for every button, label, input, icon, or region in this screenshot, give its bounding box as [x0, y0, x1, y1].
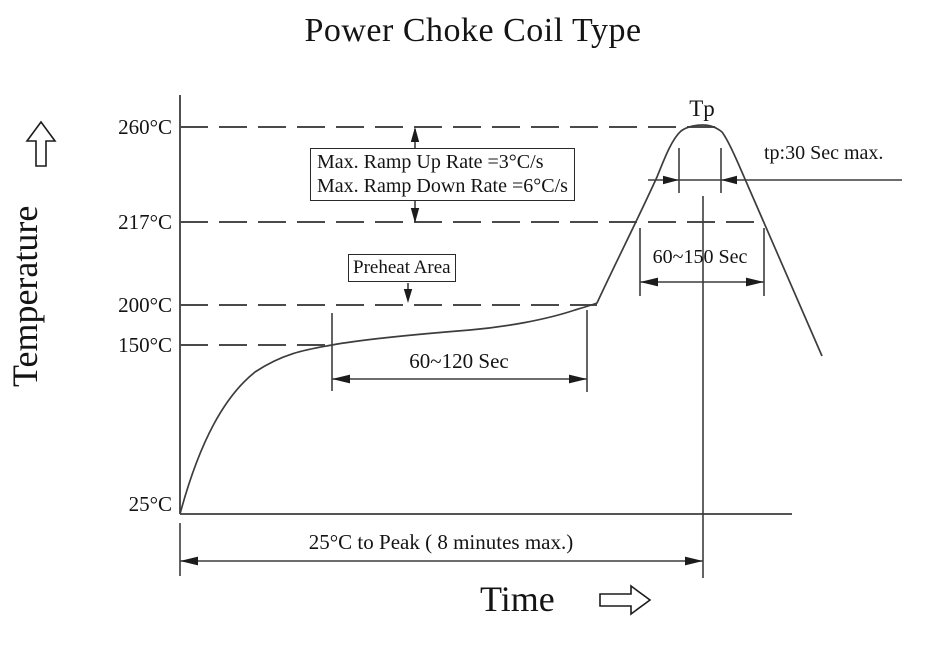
temperature-curve [179, 124, 823, 515]
peak-label: Tp [689, 96, 715, 121]
ramp-rate-box: Max. Ramp Up Rate =3°C/s Max. Ramp Down … [310, 148, 575, 201]
y-axis-label: Temperature [5, 205, 45, 387]
time-axis-arrow-icon [599, 584, 652, 616]
y-tick-217c: 217°C [118, 210, 172, 234]
y-tick-150c: 150°C [118, 333, 172, 357]
y-tick-260c: 260°C [118, 115, 172, 139]
arrowhead-down-ramp [410, 208, 420, 223]
arrowhead-peak-right [721, 175, 737, 185]
chart-title: Power Choke Coil Type [304, 12, 642, 49]
arrowhead-right-60-150 [746, 277, 764, 287]
arrowhead-preheat [403, 289, 413, 303]
arrowhead-total-left [180, 556, 198, 566]
y-tick-200c: 200°C [118, 293, 172, 317]
peak-duration-label: tp:30 Sec max. [764, 142, 884, 164]
dimension-total-time [179, 523, 703, 576]
dimension-peak-width [648, 148, 902, 193]
preheat-area-box: Preheat Area [348, 254, 456, 282]
dimension-time-above-217 [639, 228, 765, 296]
y-tick-25c: 25°C [128, 492, 172, 516]
arrowhead-up-ramp [410, 127, 420, 142]
time-to-peak-label: 25°C to Peak ( 8 minutes max.) [308, 530, 574, 554]
time-above-217-label: 60~150 Sec [652, 246, 748, 268]
arrowhead-peak-left [663, 175, 679, 185]
preheat-duration-label: 60~120 Sec [409, 349, 509, 373]
x-axis-label: Time [480, 579, 555, 619]
dimension-preheat-duration [331, 310, 588, 392]
arrowhead-left-60-120 [332, 374, 350, 384]
arrowhead-right-60-120 [569, 374, 587, 384]
temperature-axis-arrow-icon [25, 120, 57, 167]
arrowhead-left-60-150 [640, 277, 658, 287]
arrowhead-total-right [685, 556, 703, 566]
ramp-up-rate-text: Max. Ramp Up Rate =3°C/s [317, 151, 544, 173]
ramp-down-rate-text: Max. Ramp Down Rate =6°C/s [317, 175, 568, 197]
